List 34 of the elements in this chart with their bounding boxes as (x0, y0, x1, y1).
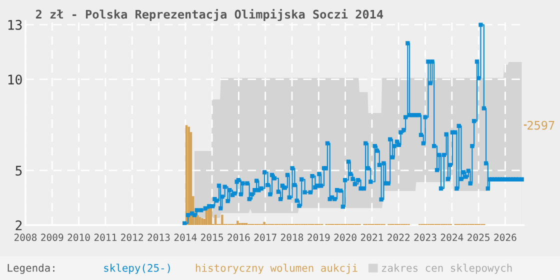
y-tick-label: 10 (8, 74, 22, 85)
y2-tick-label: 2597 (528, 120, 554, 130)
y-tick-label: 5 (16, 166, 22, 176)
text: historyczny wolumen aukcji (196, 264, 358, 274)
x-tick-label: 2017 (254, 234, 276, 242)
x-tick-label: 2012 (121, 234, 143, 242)
x-tick-label: 2010 (68, 234, 90, 242)
x-tick-label: 2021 (360, 234, 384, 242)
x-tick-label: 2011 (94, 234, 116, 242)
x-tick-label: 2020 (334, 234, 356, 242)
y-tick-label: 13 (8, 20, 22, 30)
bar (198, 217, 201, 226)
x-tick-label: 2016 (228, 234, 250, 242)
chart-title: 2 zł - Polska Reprezentacja Olimpijska Soczi 2014 (36, 8, 384, 22)
legend-label: zakres cen sklepowych (382, 264, 512, 274)
x-tick-label: 2009 (41, 234, 64, 242)
x-tick-label: 2023 (414, 234, 436, 242)
x-tick-label: 2025 (468, 234, 490, 242)
x-tick-label: 2008 (14, 234, 37, 242)
y-tick-label: 2 (16, 220, 22, 230)
x-tick-label: 2026 (494, 234, 516, 242)
bar (221, 214, 224, 226)
x-tick-label: 2015 (201, 234, 223, 242)
x-tick-label: 2013 (148, 234, 170, 242)
text: sklepy(25-) (104, 264, 170, 274)
x-tick-label: 2019 (308, 234, 330, 242)
bar (196, 215, 199, 226)
legend-title: Legenda: (8, 264, 54, 274)
x-tick-label: 2024 (440, 234, 464, 242)
x-tick-label: 2014 (174, 234, 197, 242)
bar (214, 214, 217, 226)
bar (201, 218, 204, 226)
x-tick-label: 2022 (388, 234, 410, 242)
x-tick-label: 2018 (281, 234, 304, 242)
